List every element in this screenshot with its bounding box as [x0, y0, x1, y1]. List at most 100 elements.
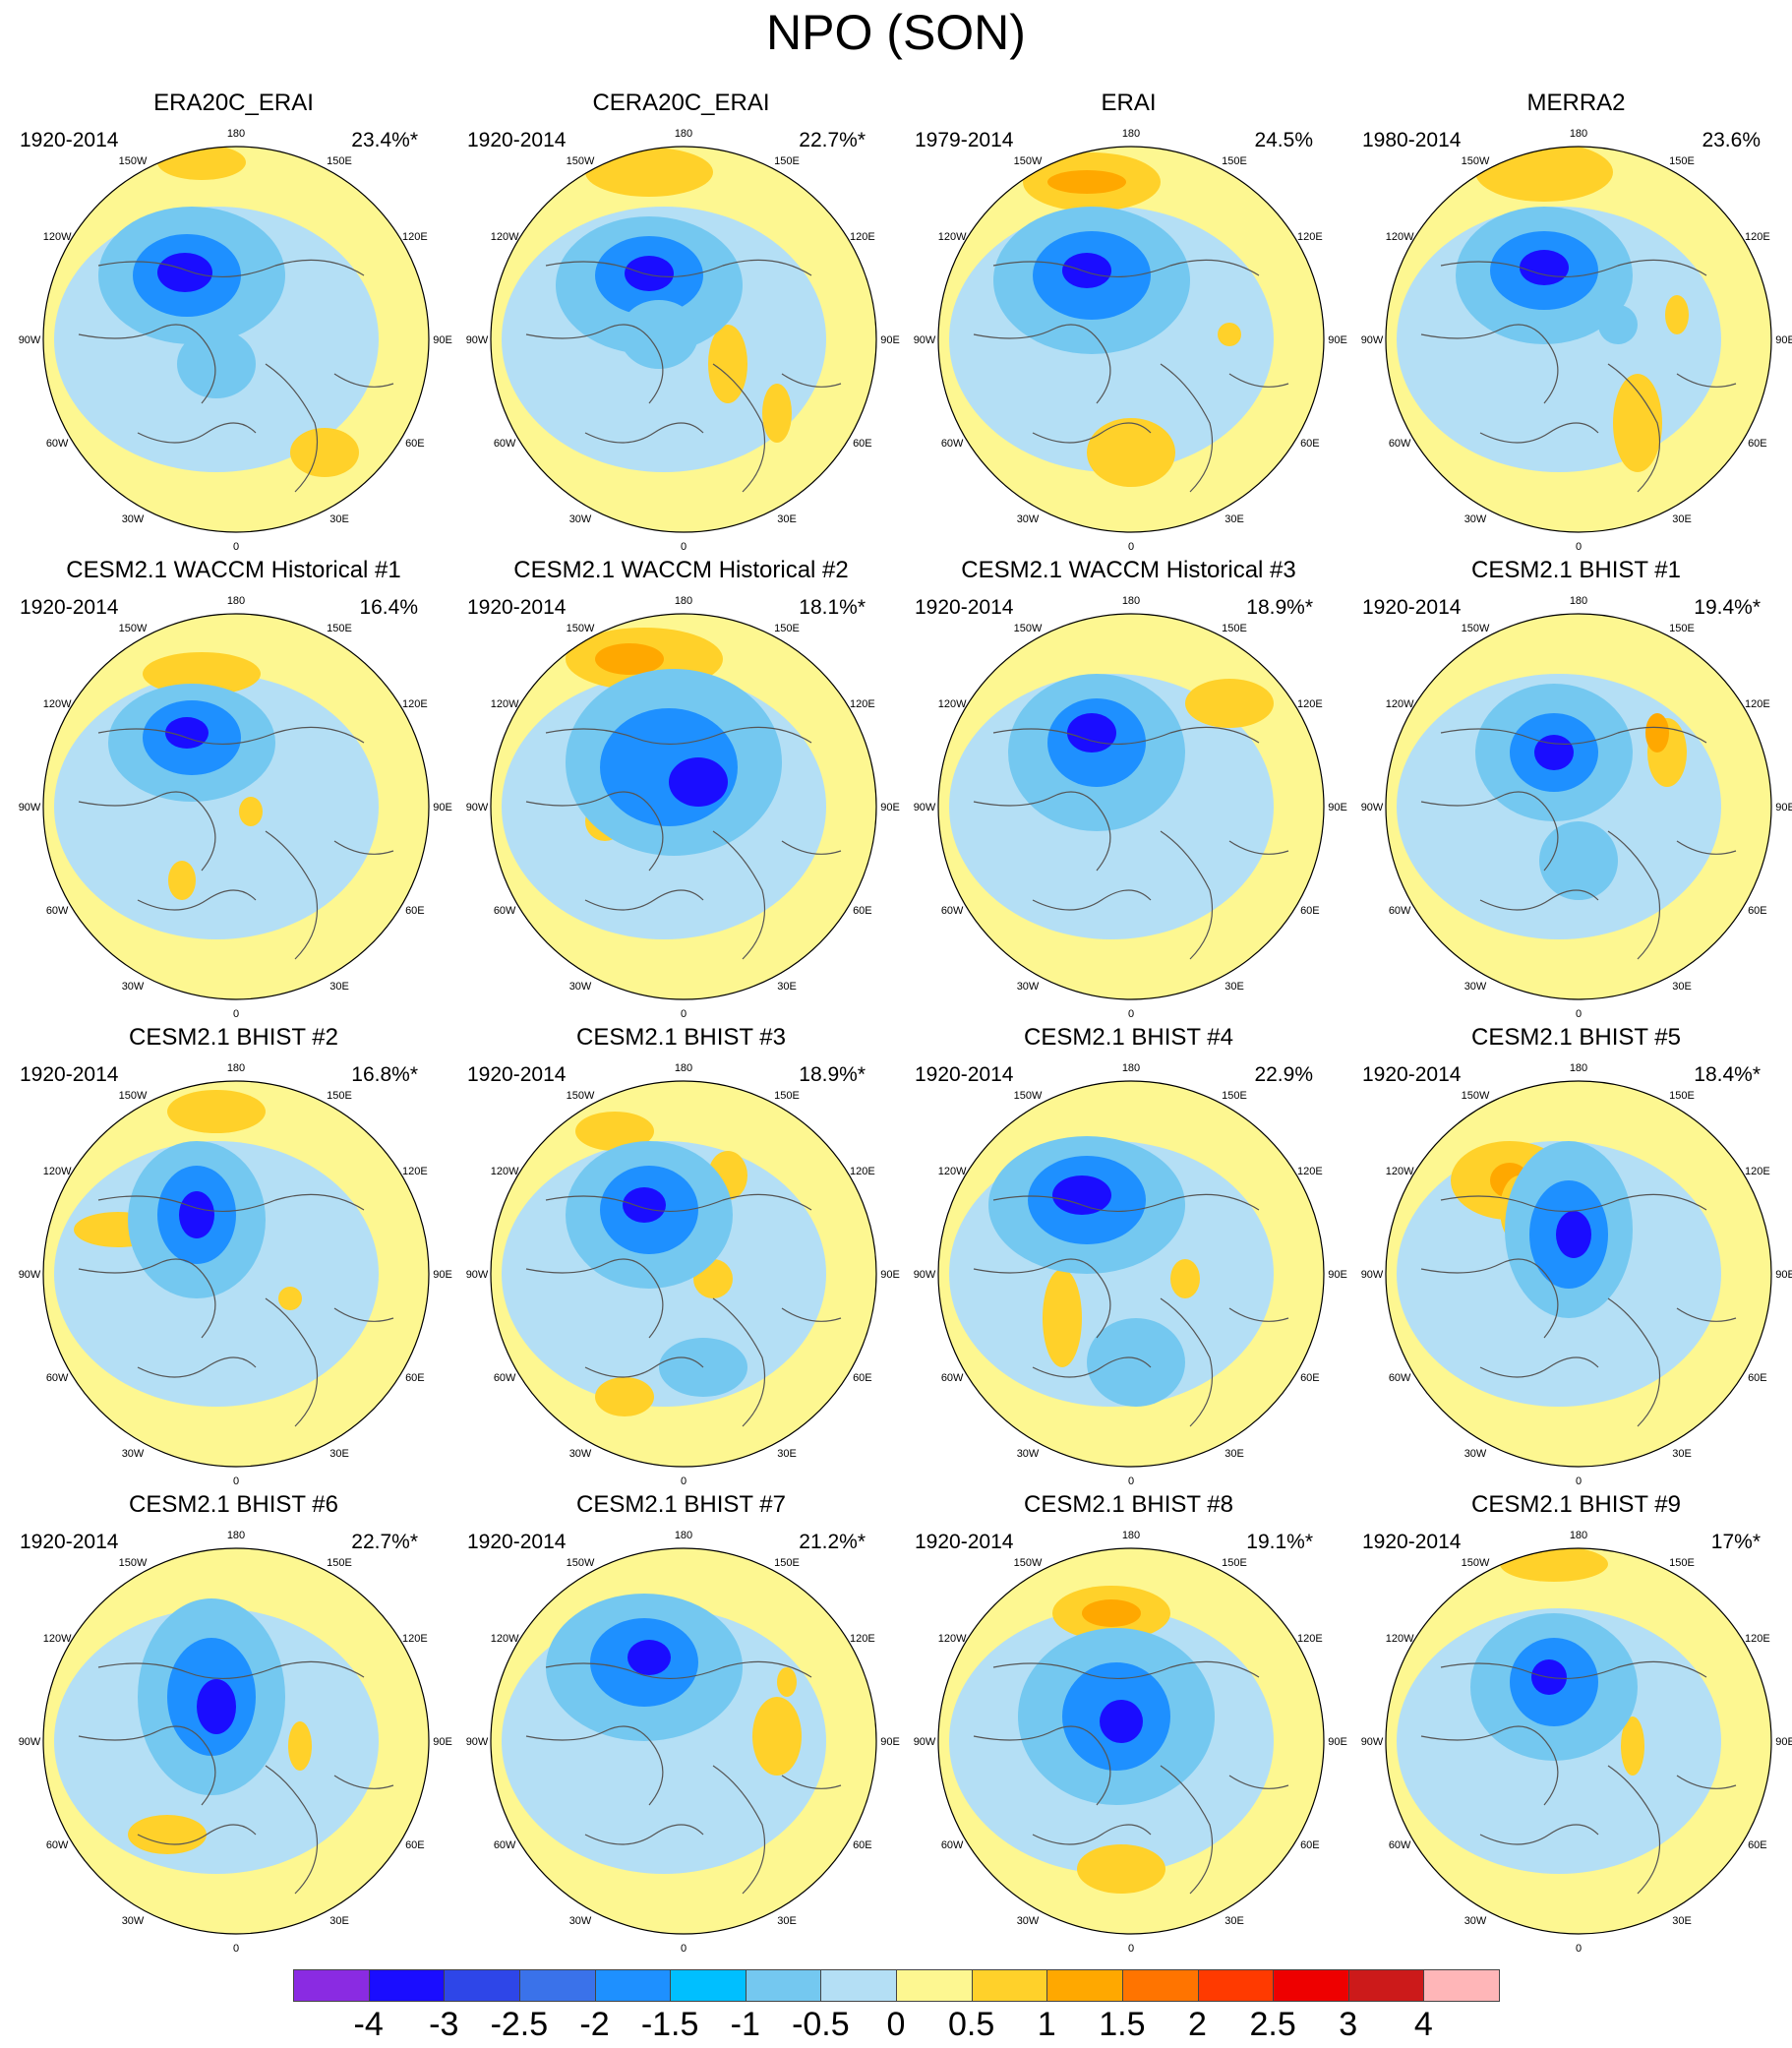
longitude-label: 30E	[329, 513, 349, 525]
coastline	[1032, 1356, 1152, 1378]
longitude-label: 30W	[1464, 513, 1487, 525]
colorbar-swatch	[594, 1969, 672, 2002]
longitude-label: 0	[1128, 541, 1134, 553]
coastline	[1676, 840, 1737, 855]
longitude-label: 60E	[1300, 905, 1320, 917]
coastline	[712, 363, 766, 493]
longitude-label: 180	[1122, 1062, 1140, 1074]
negative-anomaly	[179, 1191, 214, 1238]
map-panel: CESM2.1 BHIST #9 1920-2014 17%* 180 150E 120E…	[1352, 1490, 1792, 1958]
longitude-label: 90E	[433, 1736, 452, 1748]
polar-map: 180 150E 120E 90E 60E 30E 0 30W 60W 90W 120W 150W	[914, 1062, 1347, 1487]
longitude-label: 60W	[941, 1839, 964, 1851]
panel-title: CESM2.1 BHIST #9	[1471, 1491, 1681, 1518]
panel-variance: 19.1%*	[1246, 1531, 1313, 1553]
longitude-label: 120E	[1297, 698, 1323, 710]
polar-map: 180 150E 120E 90E 60E 30E 0 30W 60W 90W 120W 150W	[1361, 1062, 1792, 1487]
coastline	[1228, 373, 1289, 388]
positive-anomaly	[1645, 713, 1669, 753]
longitude-label: 60W	[1389, 1372, 1411, 1384]
positive-anomaly	[1043, 1269, 1082, 1367]
coastline	[265, 830, 319, 960]
longitude-label: 90W	[914, 802, 936, 813]
panel-period: 1979-2014	[915, 129, 1014, 151]
longitude-label: 120W	[1386, 698, 1414, 710]
panel-title: CESM2.1 WACCM Historical #1	[66, 557, 401, 583]
longitude-label: 90W	[19, 802, 41, 813]
panel-period: 1920-2014	[915, 1531, 1014, 1553]
coastline	[333, 840, 394, 855]
positive-anomaly	[1475, 147, 1613, 202]
longitude-label: 120W	[1386, 231, 1414, 243]
colorbar-label: 2.5	[1249, 2006, 1296, 2043]
coastline	[1676, 1775, 1737, 1789]
longitude-label: 90W	[466, 334, 489, 346]
longitude-label: 120W	[938, 698, 967, 710]
panel-variance: 21.2%*	[799, 1531, 866, 1553]
coastline	[781, 373, 842, 388]
coastline	[584, 889, 704, 911]
coastline	[1676, 1307, 1737, 1322]
longitude-label: 90E	[880, 802, 900, 813]
longitude-label: 90E	[880, 1269, 900, 1281]
longitude-label: 120E	[402, 1633, 428, 1645]
longitude-label: 150E	[1222, 155, 1247, 167]
coastline	[992, 1193, 1260, 1212]
coastline	[584, 1356, 704, 1378]
coastline	[97, 726, 365, 745]
longitude-label: 90E	[433, 802, 452, 813]
positive-anomaly	[585, 148, 713, 197]
panel-title: CESM2.1 BHIST #3	[576, 1024, 786, 1051]
positive-anomaly	[1087, 418, 1175, 487]
coastline	[333, 1307, 394, 1322]
longitude-label: 30W	[122, 513, 145, 525]
panel-title: CESM2.1 BHIST #4	[1024, 1024, 1233, 1051]
positive-anomaly	[575, 1112, 654, 1151]
longitude-label: 120W	[43, 231, 72, 243]
longitude-label: 30W	[122, 1915, 145, 1927]
longitude-label: 90W	[466, 1269, 489, 1281]
longitude-label: 150W	[567, 1090, 595, 1102]
map-boundary	[490, 1080, 877, 1468]
coastline	[1440, 1193, 1707, 1212]
coastline	[1440, 259, 1707, 277]
coastline	[1676, 373, 1737, 388]
longitude-label: 120W	[938, 231, 967, 243]
negative-anomaly	[1598, 305, 1638, 344]
longitude-label: 180	[1122, 1530, 1140, 1541]
longitude-label: 150E	[327, 1090, 352, 1102]
negative-anomaly	[1087, 1318, 1185, 1407]
polar-map: 180 150E 120E 90E 60E 30E 0 30W 60W 90W 120W 150W	[1361, 1530, 1792, 1955]
longitude-label: 180	[1570, 128, 1587, 140]
longitude-label: 150W	[1014, 1090, 1043, 1102]
longitude-label: 60W	[1389, 1839, 1411, 1851]
longitude-label: 150E	[1669, 623, 1695, 634]
polar-map: 180 150E 120E 90E 60E 30E 0 30W 60W 90W 120W 150W	[466, 128, 900, 553]
longitude-label: 0	[1576, 1008, 1582, 1020]
coastline	[525, 1258, 664, 1339]
coastline	[1160, 830, 1214, 960]
longitude-label: 180	[1570, 595, 1587, 607]
polar-map: 180 150E 120E 90E 60E 30E 0 30W 60W 90W 120W 150W	[19, 595, 452, 1020]
longitude-label: 150E	[327, 1557, 352, 1569]
longitude-label: 150E	[774, 1090, 800, 1102]
longitude-label: 90E	[433, 334, 452, 346]
coastline	[781, 840, 842, 855]
coastline	[545, 1660, 812, 1679]
panel-variance: 24.5%	[1254, 129, 1313, 151]
coastline	[1228, 1307, 1289, 1322]
panel-variance: 22.7%*	[799, 129, 866, 151]
longitude-label: 120W	[938, 1633, 967, 1645]
panel-period: 1920-2014	[20, 1063, 119, 1086]
map-boundary	[490, 146, 877, 533]
panel-variance: 18.4%*	[1694, 1063, 1761, 1086]
coastline	[584, 1824, 704, 1845]
longitude-label: 180	[227, 1530, 245, 1541]
longitude-label: 60W	[1389, 905, 1411, 917]
longitude-label: 120E	[402, 698, 428, 710]
map-boundary	[42, 146, 430, 533]
longitude-label: 120W	[1386, 1633, 1414, 1645]
coastline	[1479, 889, 1599, 911]
colorbar-label: 4	[1413, 2006, 1433, 2043]
positive-anomaly	[1621, 1717, 1644, 1776]
